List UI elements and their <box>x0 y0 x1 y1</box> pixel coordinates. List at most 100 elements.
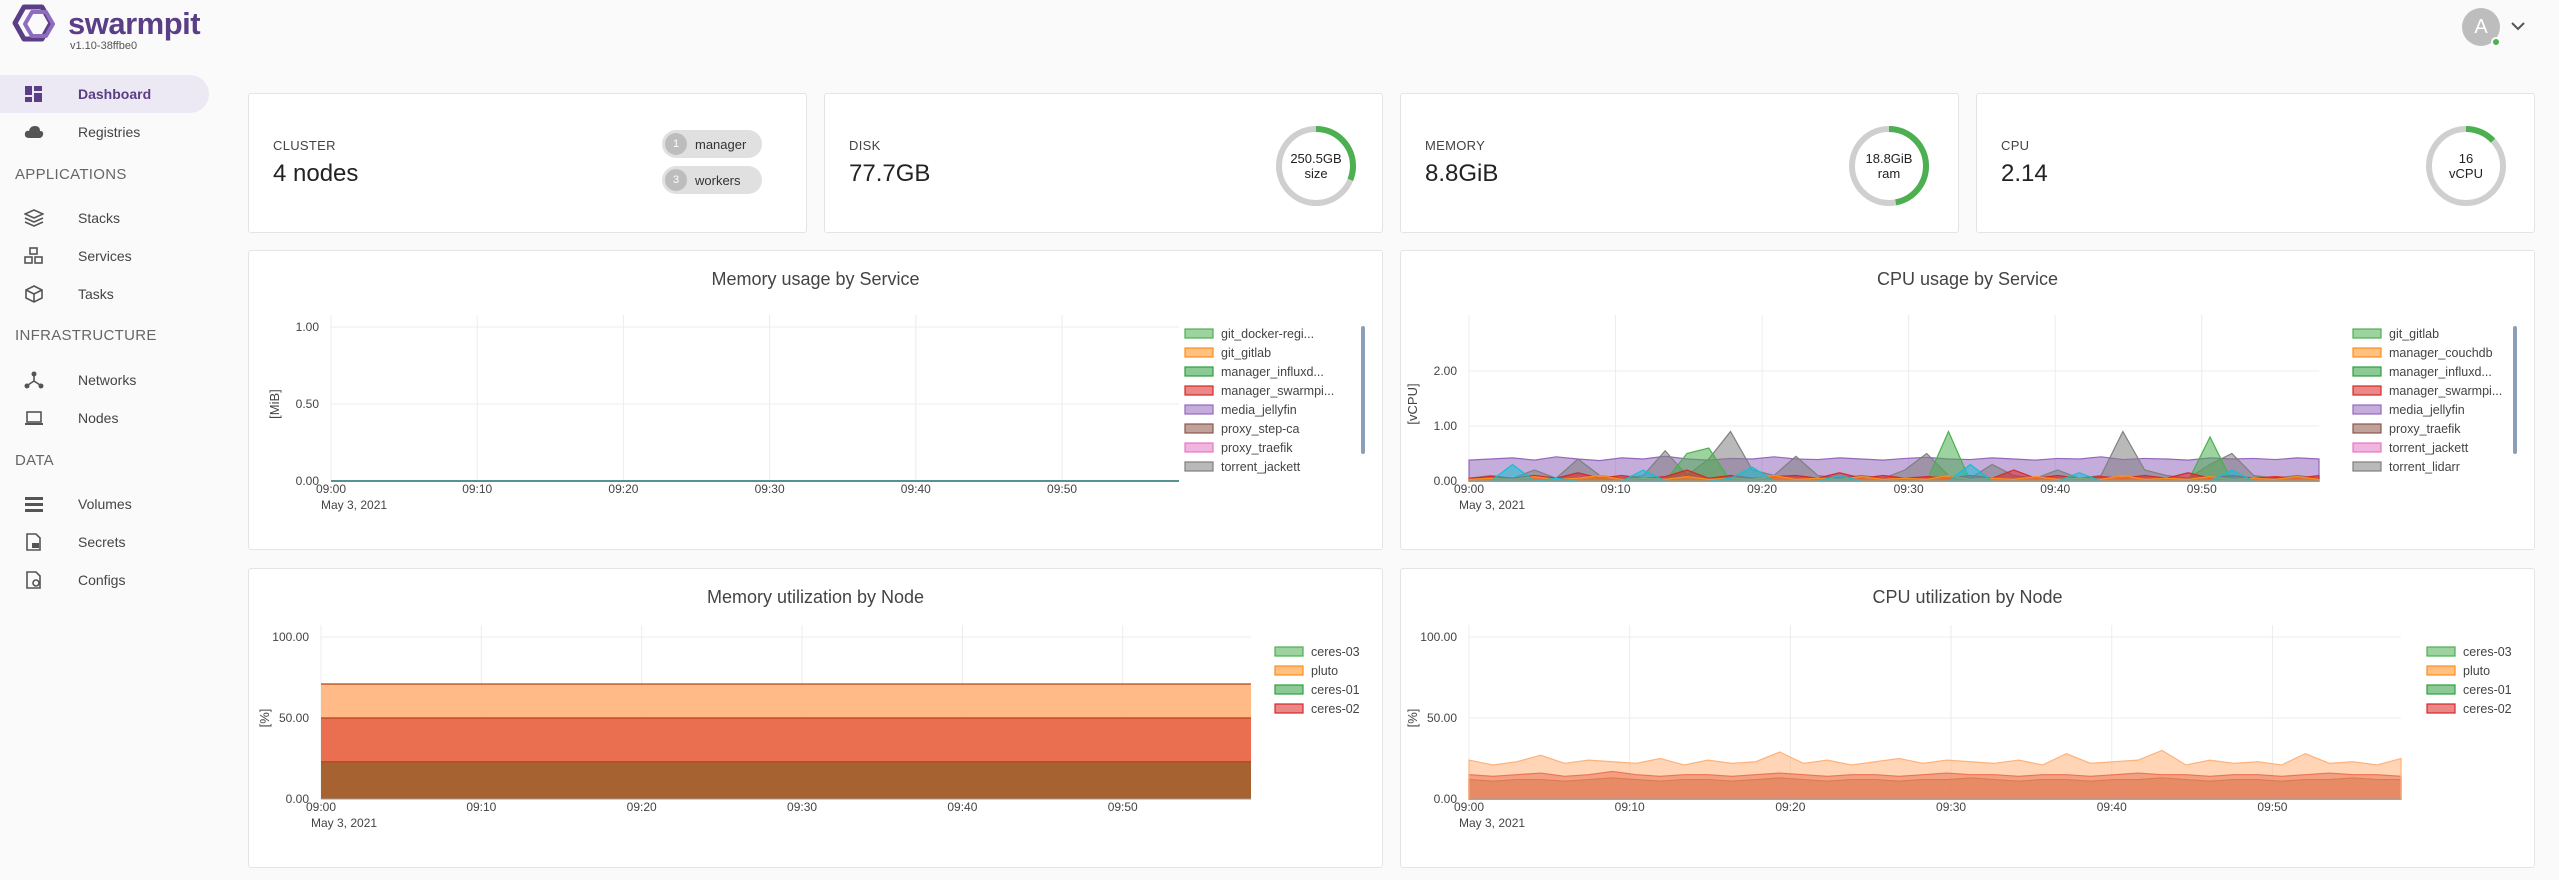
sidebar-item-nodes[interactable]: Nodes <box>0 399 209 437</box>
legend-swatch <box>1184 385 1214 396</box>
x-tick-label: 09:00 <box>306 800 336 814</box>
legend-swatch <box>1184 404 1214 415</box>
legend-label: ceres-02 <box>1311 702 1360 716</box>
legend-label: ceres-03 <box>2463 645 2512 659</box>
legend-label: manager_influxd... <box>2389 365 2492 379</box>
x-tick-label: 09:00 <box>1454 482 1484 496</box>
date-label: May 3, 2021 <box>311 816 377 830</box>
x-tick-label: 09:10 <box>466 800 496 814</box>
disk-size-unit: size <box>1304 166 1328 181</box>
memory-usage-by-service-chart[interactable]: 09:00 09:10 09:20 09:30 09:40 09:50 May 3, 202… <box>249 251 1382 549</box>
y-tick-label: 0.00 <box>1434 474 1458 488</box>
sidebar-item-label: Services <box>78 248 132 264</box>
legend-label: manager_swarmpi... <box>2389 384 2502 398</box>
memory-card: MEMORY 8.8GiB 18.8GiB ram <box>1400 93 1959 233</box>
memory-size-unit: ram <box>1877 166 1901 181</box>
series-area-manager_couchdb <box>1468 474 2320 482</box>
y-axis-label: [MiB] <box>267 389 282 419</box>
dashboard-icon <box>25 86 42 102</box>
series-area-pluto <box>1468 749 2402 800</box>
legend-label: media_jellyfin <box>1221 403 1297 417</box>
sidebar-item-volumes[interactable]: Volumes <box>0 485 209 523</box>
secret-file-icon <box>26 533 41 551</box>
cpu-utilization-by-node-chart[interactable]: 09:00 09:10 09:20 09:30 09:40 09:50 May 3, 202… <box>1401 569 2534 867</box>
x-tick-label: 09:10 <box>1601 482 1631 496</box>
sidebar-item-services[interactable]: Services <box>0 237 209 275</box>
legend-label: proxy_step-ca <box>1221 422 1300 436</box>
sidebar-item-stacks[interactable]: Stacks <box>0 199 209 237</box>
network-icon <box>24 371 44 389</box>
legend-swatch <box>2426 703 2456 714</box>
legend-label: ceres-01 <box>2463 683 2512 697</box>
y-axis-label: [%] <box>257 709 272 728</box>
legend-label: git_gitlab <box>1221 346 1271 360</box>
sidebar-item-dashboard[interactable]: Dashboard <box>0 75 209 113</box>
sidebar-item-label: Networks <box>78 372 137 388</box>
disk-gauge-text: 250.5GB size <box>1274 124 1358 208</box>
legend-swatch <box>1184 328 1214 339</box>
x-tick-label: 09:10 <box>1615 800 1645 814</box>
manager-chip-label: manager <box>695 136 747 152</box>
memory-label: MEMORY <box>1425 138 1486 153</box>
disk-gauge <box>1276 126 1356 206</box>
cpu-gauge-text: 16 vCPU <box>2424 124 2508 208</box>
cluster-label: CLUSTER <box>273 138 336 153</box>
legend-swatch <box>1184 347 1214 358</box>
x-tick-label: 09:10 <box>462 482 492 496</box>
sidebar-item-secrets[interactable]: Secrets <box>0 523 209 561</box>
x-tick-label: 09:50 <box>2257 800 2287 814</box>
legend-label: manager_swarmpi... <box>1221 384 1334 398</box>
legend-label: torrent_jackett <box>1221 460 1301 474</box>
legend-swatch <box>2352 366 2382 377</box>
sidebar-item-registries[interactable]: Registries <box>0 113 209 151</box>
cluster-card: CLUSTER 4 nodes 1 manager 3 workers <box>248 93 807 233</box>
manager-count: 1 <box>665 133 687 155</box>
legend-label: ceres-02 <box>2463 702 2512 716</box>
app-logo[interactable]: swarmpit v1.10-38ffbe0 <box>12 4 212 54</box>
sidebar-item-label: Volumes <box>78 496 132 512</box>
y-tick-label: 100.00 <box>272 630 309 644</box>
disk-card: DISK 77.7GB 250.5GB size <box>824 93 1383 233</box>
cpu-usage-by-service-chart[interactable]: 09:00 09:10 09:20 09:30 09:40 09:50 May 3, 202… <box>1401 251 2534 549</box>
sidebar-item-networks[interactable]: Networks <box>0 361 209 399</box>
cpu-utilization-by-node-card: CPU utilization by Node 09:00 09:10 09:20 0… <box>1400 568 2535 868</box>
x-tick-label: 09:50 <box>2187 482 2217 496</box>
disk-size-value: 250.5GB <box>1290 151 1342 166</box>
legend-swatch <box>2352 328 2382 339</box>
y-tick-label: 0.00 <box>296 474 320 488</box>
memory-size-value: 18.8GiB <box>1865 151 1913 166</box>
y-axis-label: [vCPU] <box>1405 383 1420 424</box>
workers-chip-label: workers <box>695 172 741 188</box>
app-name: swarmpit <box>68 6 201 41</box>
config-file-icon <box>26 571 41 589</box>
x-tick-label: 09:20 <box>627 800 657 814</box>
memory-gauge-text: 18.8GiB ram <box>1847 124 1931 208</box>
memory-utilization-by-node-chart[interactable]: 09:00 09:10 09:20 09:30 09:40 09:50 May 3, 202… <box>249 569 1382 867</box>
legend-label: proxy_traefik <box>1221 441 1293 455</box>
cpu-size-unit: vCPU <box>2449 166 2483 181</box>
cpu-label: CPU <box>2001 138 2030 153</box>
legend-swatch <box>1184 423 1214 434</box>
sidebar-item-configs[interactable]: Configs <box>0 561 209 599</box>
user-avatar[interactable]: A <box>2462 8 2500 46</box>
memory-value: 8.8GiB <box>1425 160 1499 187</box>
memory-gauge <box>1849 126 1929 206</box>
workers-chip: 3 workers <box>662 166 762 194</box>
chevron-down-icon[interactable] <box>2508 18 2528 34</box>
x-tick-label: 09:40 <box>947 800 977 814</box>
disk-label: DISK <box>849 138 881 153</box>
x-tick-label: 09:20 <box>1747 482 1777 496</box>
swarmpit-logo-icon <box>12 4 55 42</box>
x-tick-label: 09:20 <box>1775 800 1805 814</box>
cpu-card: CPU 2.14 16 vCPU <box>1976 93 2535 233</box>
legend-swatch <box>2352 442 2382 453</box>
legend-swatch <box>1184 366 1214 377</box>
sidebar-item-tasks[interactable]: Tasks <box>0 275 209 313</box>
legend-label: media_jellyfin <box>2389 403 2465 417</box>
legend-label: ceres-01 <box>1311 683 1360 697</box>
y-tick-label: 0.00 <box>1434 792 1458 806</box>
online-status-dot <box>2491 37 2501 47</box>
sidebar-item-label: Registries <box>78 124 141 140</box>
y-tick-label: 100.00 <box>1420 630 1457 644</box>
legend-scrollbar <box>2513 326 2517 454</box>
